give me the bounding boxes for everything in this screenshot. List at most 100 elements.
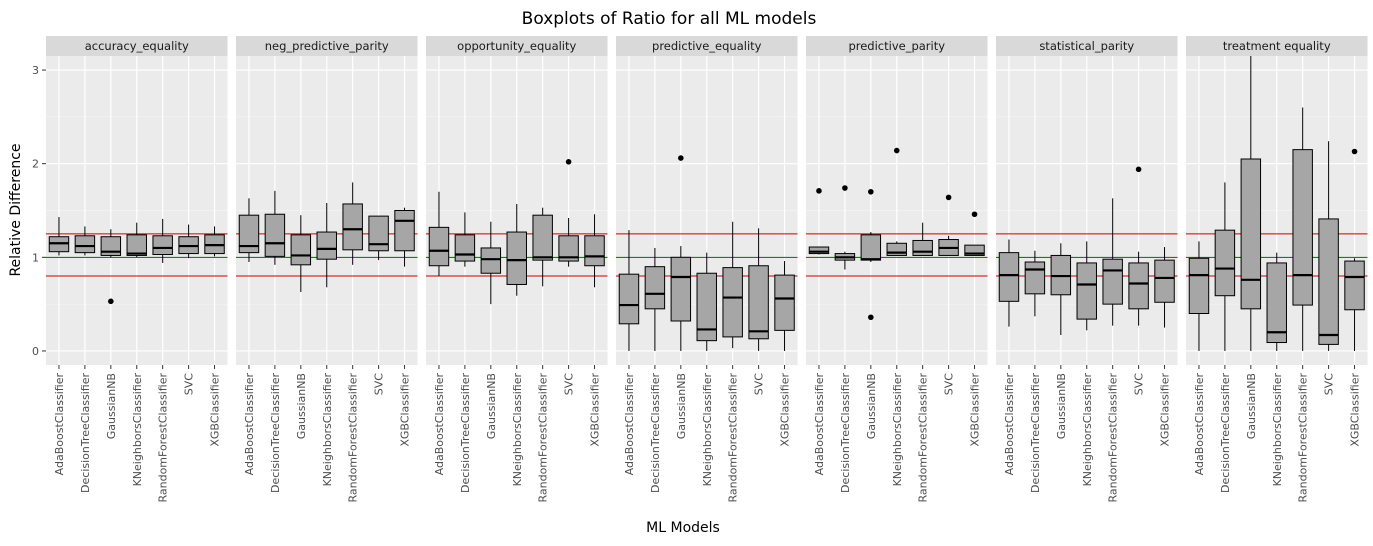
- x-tick-label: GaussianNB: [865, 373, 878, 439]
- box-iqr: [558, 235, 579, 262]
- box-iqr: [1240, 158, 1262, 310]
- x-axis-title: ML Models: [646, 520, 720, 536]
- boxplot-box: [644, 247, 666, 351]
- boxplot-box: [834, 185, 856, 270]
- boxplot-box: [152, 218, 173, 263]
- x-tick-label: XGBClassifier: [1159, 373, 1172, 447]
- x-tick-label: XGBClassifier: [969, 373, 982, 447]
- x-tick-label: KNeighborsClassifier: [701, 373, 714, 487]
- x-tick-label: DecisionTreeClassifier: [1219, 373, 1232, 493]
- boxplot-box: [774, 261, 795, 351]
- outlier-point: [893, 147, 900, 154]
- boxplot-box: [506, 203, 527, 296]
- boxplot-box: [1128, 166, 1149, 326]
- box-iqr: [774, 274, 795, 331]
- boxplot-box: [238, 198, 260, 262]
- boxplot-box: [454, 212, 476, 267]
- x-tick-label: DecisionTreeClassifier: [1029, 373, 1042, 493]
- box-iqr: [696, 272, 717, 342]
- box-iqr: [670, 256, 692, 322]
- boxplot-box: [100, 229, 122, 305]
- boxplot-box: [886, 147, 907, 256]
- x-tick-label: AdaBoostClassifier: [623, 373, 636, 476]
- box-iqr: [126, 234, 147, 256]
- box-iqr: [316, 231, 337, 260]
- box-iqr: [964, 244, 985, 256]
- box-iqr: [238, 214, 260, 254]
- facet-strip: [616, 36, 798, 56]
- boxplot-box: [264, 190, 286, 265]
- x-tick-label: XGBClassifier: [1349, 373, 1362, 447]
- box-iqr: [998, 252, 1020, 302]
- facet-strip-label: predictive_parity: [848, 39, 945, 53]
- x-tick-label: RandomForestClassifier: [1107, 373, 1120, 503]
- box-iqr: [1128, 262, 1149, 310]
- x-tick-label: SVC: [943, 373, 956, 396]
- box-iqr: [1024, 261, 1046, 295]
- outlier-point: [816, 188, 822, 194]
- box-iqr: [1188, 257, 1210, 314]
- boxplot-box: [48, 217, 70, 256]
- boxplot-box: [290, 215, 312, 292]
- x-tick-label: GaussianNB: [295, 373, 308, 439]
- box-iqr: [1344, 260, 1365, 311]
- box-iqr: [644, 266, 666, 310]
- x-tick-label: RandomForestClassifier: [347, 373, 360, 503]
- x-tick-label: DecisionTreeClassifier: [839, 373, 852, 493]
- boxplot-box: [1050, 243, 1072, 336]
- y-tick-label: 2: [32, 158, 39, 171]
- boxplot-box: [532, 207, 553, 287]
- outlier-point: [868, 188, 874, 195]
- outlier-point: [678, 155, 684, 161]
- x-tick-label: KNeighborsClassifier: [131, 373, 144, 487]
- x-tick-label: RandomForestClassifier: [157, 373, 170, 503]
- box-iqr: [394, 210, 415, 252]
- x-tick-label: DecisionTreeClassifier: [649, 373, 662, 493]
- x-tick-label: XGBClassifier: [209, 373, 222, 447]
- y-tick-label: 1: [32, 251, 39, 264]
- box-iqr: [74, 235, 96, 254]
- x-tick-label: DecisionTreeClassifier: [459, 373, 472, 493]
- facet-strip-label: neg_predictive_parity: [265, 39, 389, 53]
- box-iqr: [1102, 258, 1123, 305]
- facet-strip-label: predictive_equality: [652, 39, 762, 53]
- x-tick-label: KNeighborsClassifier: [891, 373, 904, 487]
- x-tick-label: XGBClassifier: [399, 373, 412, 447]
- facet-strip: [46, 36, 228, 56]
- x-tick-label: GaussianNB: [105, 373, 118, 439]
- x-tick-label: KNeighborsClassifier: [1271, 373, 1284, 487]
- facet-panel: opportunity_equality AdaBoostClassifier De…: [426, 36, 608, 503]
- box-iqr: [152, 235, 173, 256]
- boxplot-box: [1344, 148, 1365, 351]
- facet-strip: [236, 36, 418, 56]
- box-iqr: [1076, 262, 1097, 320]
- boxplot-box: [748, 228, 769, 351]
- outlier-point: [565, 159, 572, 165]
- x-tick-label: GaussianNB: [485, 373, 498, 439]
- box-iqr: [290, 234, 312, 266]
- facet-strip: [1186, 36, 1368, 56]
- boxplot-box: [1214, 182, 1236, 351]
- box-iqr: [1154, 259, 1175, 303]
- x-tick-label: SVC: [753, 373, 766, 396]
- outlier-point: [1351, 148, 1358, 155]
- box-iqr: [368, 215, 389, 252]
- boxplot-box: [1292, 107, 1313, 351]
- boxplot-box: [938, 194, 959, 256]
- boxplot-box: [368, 215, 389, 261]
- boxplot-box: [808, 188, 830, 255]
- boxplot-box: [998, 239, 1020, 327]
- facet-strip-label: statistical_parity: [1039, 39, 1134, 53]
- x-tick-label: AdaBoostClassifier: [813, 373, 826, 476]
- chart-title: Boxplots of Ratio for all ML models: [522, 9, 817, 29]
- x-tick-label: AdaBoostClassifier: [1003, 373, 1016, 476]
- x-tick-label: KNeighborsClassifier: [1081, 373, 1094, 487]
- x-tick-label: GaussianNB: [675, 373, 688, 439]
- boxplot-box: [480, 221, 502, 305]
- facet-strip-label: opportunity_equality: [457, 39, 576, 53]
- box-iqr: [264, 213, 286, 257]
- boxplot-box: [1266, 252, 1287, 351]
- boxplot-box: [394, 207, 415, 267]
- boxplot-box: [178, 224, 199, 259]
